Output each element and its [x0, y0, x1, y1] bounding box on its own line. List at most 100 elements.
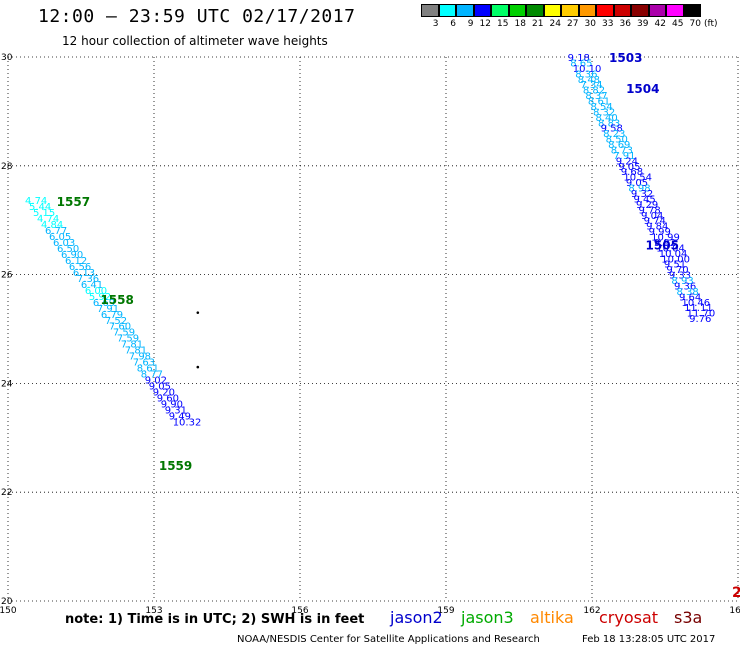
swh-value: 8.48 — [578, 75, 600, 86]
legend-label: 12 — [479, 19, 491, 29]
swh-value: 8.38 — [676, 287, 698, 298]
swh-value: 8.61 — [588, 97, 610, 108]
swh-value: 9.45 — [633, 194, 655, 205]
legend-label: 42 — [654, 19, 666, 29]
data-dot — [196, 365, 200, 369]
legend-swatch — [491, 4, 509, 17]
pass-label: 1558 — [100, 293, 133, 307]
lon-tick-label: 150 — [0, 606, 17, 616]
swh-value: 10.99 — [651, 233, 680, 244]
pass-label: 1559 — [159, 459, 192, 473]
legend-label: 33 — [602, 19, 614, 29]
swh-value: 5.92 — [89, 292, 111, 303]
lon-tick-label: 162 — [583, 606, 600, 616]
swh-value: 6.41 — [81, 280, 103, 291]
swh-value: 8.54 — [590, 102, 612, 113]
swh-value: 7.81 — [121, 340, 143, 351]
swh-value: 9.05 — [626, 178, 648, 189]
credit-text: NOAA/NESDIS Center for Satellite Applica… — [237, 634, 540, 645]
swh-value: 6.90 — [61, 250, 83, 261]
swh-value: 9.31 — [165, 406, 187, 417]
legend-swatch — [438, 4, 456, 17]
legend-label: 24 — [549, 19, 561, 29]
swh-value: 9.32 — [631, 189, 653, 200]
swh-value: 9.20 — [153, 388, 175, 399]
swh-value: 4.74 — [25, 196, 47, 207]
swh-value: 8.69 — [608, 140, 630, 151]
swh-value: 9.70 — [666, 265, 688, 276]
swh-value: 6.03 — [53, 238, 75, 249]
map-subtitle: 12 hour collection of altimeter wave hei… — [62, 34, 328, 48]
swh-value: 4.84 — [41, 220, 63, 231]
swh-value: 8.82 — [583, 86, 605, 97]
swh-value: 5.44 — [29, 202, 51, 213]
swh-value: 6.77 — [45, 226, 67, 237]
swh-value: 7.91 — [97, 304, 119, 315]
lon-tick-label: 153 — [145, 606, 162, 616]
swh-value: 8.73 — [611, 145, 633, 156]
swh-value: 9.76 — [689, 314, 711, 325]
legend-label: 36 — [619, 19, 631, 29]
map-title: 12:00 — 23:59 UTC 02/17/2017 — [38, 6, 356, 27]
lat-tick-label: 24 — [1, 379, 13, 389]
legend-swatch — [666, 4, 684, 17]
swh-value: 6.69 — [93, 298, 115, 309]
satellite-jason2: jason2 — [390, 608, 443, 627]
legend-swatch — [613, 4, 631, 17]
legend-label: 27 — [567, 19, 579, 29]
swh-value: 8.98 — [628, 184, 650, 195]
lon-tick-label: 156 — [291, 606, 308, 616]
swh-value: 9.74 — [644, 216, 666, 227]
legend-label: 45 — [672, 19, 684, 29]
legend-labels: 3 6 9 12 15 18 21 24 27 30 33 36 39 42 45 70 (ft) — [421, 19, 718, 29]
legend-swatch — [561, 4, 579, 17]
lat-tick-label: 28 — [1, 162, 13, 172]
edge-mark: 2 — [732, 585, 740, 601]
swh-value: 9.92 — [654, 238, 676, 249]
swh-value: 6.50 — [57, 244, 79, 255]
swh-value: 9.04 — [641, 211, 663, 222]
swh-value: 10.54 — [623, 173, 652, 184]
legend-swatch — [683, 4, 701, 17]
swh-value: 9.49 — [169, 411, 191, 422]
swh-value: 9.24 — [616, 156, 638, 167]
swh-value: 10.10 — [573, 64, 602, 75]
pass-label: 1503 — [609, 51, 642, 65]
legend-swatch — [543, 4, 561, 17]
lat-tick-label: 20 — [1, 597, 13, 607]
legend-unit: (ft) — [704, 19, 718, 29]
swh-value: 7.81 — [125, 346, 147, 357]
legend-label: 6 — [450, 19, 456, 29]
swh-value: 6.00 — [85, 286, 107, 297]
timestamp-text: Feb 18 13:28:05 UTC 2017 — [582, 634, 716, 645]
satellite-s3a: s3a — [674, 608, 703, 627]
satellite-cryosat: cryosat — [599, 608, 659, 627]
swh-value: 9.18 — [568, 53, 590, 64]
legend-swatch — [473, 4, 491, 17]
swh-value: 5.15 — [33, 208, 55, 219]
swh-value: 9.99 — [649, 227, 671, 238]
swh-value: 7.63 — [133, 358, 155, 369]
swh-value: 8.32 — [593, 107, 615, 118]
lon-tick-label: 165 — [729, 606, 740, 616]
lat-tick-label: 30 — [1, 53, 13, 63]
data-dot — [196, 311, 200, 314]
swh-value: 7.52 — [105, 316, 127, 327]
swh-value: 9.05 — [149, 382, 171, 393]
swh-value: 11.11 — [684, 303, 713, 314]
legend-swatch — [456, 4, 474, 17]
swh-value: 9.51 — [664, 260, 686, 271]
satellite-jason3: jason3 — [461, 608, 514, 627]
swh-value: 6.05 — [49, 232, 71, 243]
pass-label: 1557 — [57, 195, 90, 209]
swh-value: 7.91 — [613, 151, 635, 162]
legend-swatch — [421, 4, 439, 17]
swh-value: 7.98 — [129, 352, 151, 363]
note-text: note: 1) Time is in UTC; 2) SWH is in fe… — [65, 612, 365, 627]
legend-swatch — [508, 4, 526, 17]
swh-value: 9.58 — [601, 124, 623, 135]
legend-swatch — [578, 4, 596, 17]
lat-tick-label: 22 — [1, 488, 12, 498]
swh-value: 8.93 — [671, 276, 693, 287]
